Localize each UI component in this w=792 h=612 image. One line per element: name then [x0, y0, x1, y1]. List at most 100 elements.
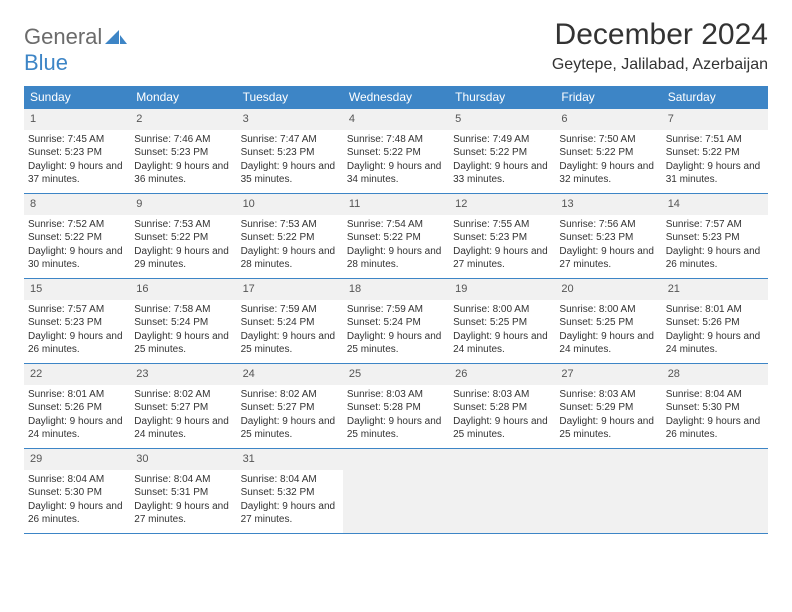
sunset-line: Sunset: 5:32 PM	[241, 486, 339, 500]
sunset-line: Sunset: 5:22 PM	[347, 231, 445, 245]
day-cell-blank	[662, 449, 768, 533]
daylight-line: Daylight: 9 hours and 27 minutes.	[453, 245, 551, 272]
weekday-header: Sunday	[24, 86, 130, 108]
day-body: Sunrise: 8:03 AMSunset: 5:28 PMDaylight:…	[347, 388, 445, 442]
day-cell-blank	[343, 449, 449, 533]
sail-icon	[105, 31, 127, 48]
sunrise-line: Sunrise: 7:47 AM	[241, 133, 339, 147]
daylight-line: Daylight: 9 hours and 28 minutes.	[347, 245, 445, 272]
sunset-line: Sunset: 5:22 PM	[453, 146, 551, 160]
day-cell: 19Sunrise: 8:00 AMSunset: 5:25 PMDayligh…	[449, 279, 555, 363]
day-body: Sunrise: 7:47 AMSunset: 5:23 PMDaylight:…	[241, 133, 339, 187]
sunrise-line: Sunrise: 8:02 AM	[241, 388, 339, 402]
sunrise-line: Sunrise: 8:04 AM	[134, 473, 232, 487]
day-body: Sunrise: 7:52 AMSunset: 5:22 PMDaylight:…	[28, 218, 126, 272]
day-cell: 23Sunrise: 8:02 AMSunset: 5:27 PMDayligh…	[130, 364, 236, 448]
day-number: 19	[449, 279, 555, 300]
day-cell: 2Sunrise: 7:46 AMSunset: 5:23 PMDaylight…	[130, 109, 236, 193]
daylight-line: Daylight: 9 hours and 25 minutes.	[347, 330, 445, 357]
day-cell: 26 Sunrise: 8:03 AMSunset: 5:28 PMDayligh…	[449, 364, 555, 448]
title-block: December 2024 Geytepe, Jalilabad, Azerba…	[552, 18, 768, 74]
daylight-line: Daylight: 9 hours and 28 minutes.	[241, 245, 339, 272]
sunrise-line: Sunrise: 8:04 AM	[666, 388, 764, 402]
day-cell: 29Sunrise: 8:04 AMSunset: 5:30 PMDayligh…	[24, 449, 130, 533]
day-cell: 22Sunrise: 8:01 AMSunset: 5:26 PMDayligh…	[24, 364, 130, 448]
day-body: Sunrise: 8:01 AMSunset: 5:26 PMDaylight:…	[28, 388, 126, 442]
day-number: 16	[130, 279, 236, 300]
sunset-line: Sunset: 5:24 PM	[134, 316, 232, 330]
daylight-line: Daylight: 9 hours and 25 minutes.	[134, 330, 232, 357]
sunrise-line: Sunrise: 7:57 AM	[666, 218, 764, 232]
day-number: 27	[555, 364, 661, 385]
day-body: Sunrise: 7:45 AMSunset: 5:23 PMDaylight:…	[28, 133, 126, 187]
week-row: 29Sunrise: 8:04 AMSunset: 5:30 PMDayligh…	[24, 448, 768, 534]
sunset-line: Sunset: 5:22 PM	[241, 231, 339, 245]
sunrise-line: Sunrise: 8:01 AM	[666, 303, 764, 317]
day-number: 3	[237, 109, 343, 130]
daylight-line: Daylight: 9 hours and 24 minutes.	[28, 415, 126, 442]
daylight-line: Daylight: 9 hours and 26 minutes.	[28, 330, 126, 357]
sunrise-line: Sunrise: 7:52 AM	[28, 218, 126, 232]
day-cell: 6Sunrise: 7:50 AMSunset: 5:22 PMDaylight…	[555, 109, 661, 193]
day-cell: 10Sunrise: 7:53 AMSunset: 5:22 PMDayligh…	[237, 194, 343, 278]
day-number: 15	[24, 279, 130, 300]
sunset-line: Sunset: 5:22 PM	[28, 231, 126, 245]
sunset-line: Sunset: 5:23 PM	[28, 316, 126, 330]
day-cell: 28Sunrise: 8:04 AMSunset: 5:30 PMDayligh…	[662, 364, 768, 448]
sunrise-line: Sunrise: 7:56 AM	[559, 218, 657, 232]
sunset-line: Sunset: 5:22 PM	[347, 146, 445, 160]
logo-word-blue: Blue	[24, 50, 68, 75]
calendar-grid: SundayMondayTuesdayWednesdayThursdayFrid…	[24, 86, 768, 534]
sunrise-line: Sunrise: 7:50 AM	[559, 133, 657, 147]
week-row: 22Sunrise: 8:01 AMSunset: 5:26 PMDayligh…	[24, 363, 768, 448]
daylight-line: Daylight: 9 hours and 25 minutes.	[241, 415, 339, 442]
daylight-line: Daylight: 9 hours and 24 minutes.	[453, 330, 551, 357]
sunrise-line: Sunrise: 7:59 AM	[347, 303, 445, 317]
day-body: Sunrise: 7:57 AMSunset: 5:23 PMDaylight:…	[28, 303, 126, 357]
day-cell: 30Sunrise: 8:04 AMSunset: 5:31 PMDayligh…	[130, 449, 236, 533]
logo: General Blue	[24, 24, 127, 76]
day-cell: 13Sunrise: 7:56 AMSunset: 5:23 PMDayligh…	[555, 194, 661, 278]
sunset-line: Sunset: 5:30 PM	[666, 401, 764, 415]
sunset-line: Sunset: 5:27 PM	[134, 401, 232, 415]
day-cell: 20Sunrise: 8:00 AMSunset: 5:25 PMDayligh…	[555, 279, 661, 363]
day-number: 26	[449, 364, 555, 385]
sunrise-line: Sunrise: 8:02 AM	[134, 388, 232, 402]
daylight-line: Daylight: 9 hours and 27 minutes.	[134, 500, 232, 527]
daylight-line: Daylight: 9 hours and 35 minutes.	[241, 160, 339, 187]
daylight-line: Daylight: 9 hours and 30 minutes.	[28, 245, 126, 272]
day-body: Sunrise: 7:49 AMSunset: 5:22 PMDaylight:…	[453, 133, 551, 187]
sunset-line: Sunset: 5:23 PM	[559, 231, 657, 245]
day-cell: 4Sunrise: 7:48 AMSunset: 5:22 PMDaylight…	[343, 109, 449, 193]
day-body: Sunrise: 8:03 AMSunset: 5:29 PMDaylight:…	[559, 388, 657, 442]
day-number: 11	[343, 194, 449, 215]
day-body: Sunrise: 8:00 AMSunset: 5:25 PMDaylight:…	[559, 303, 657, 357]
daylight-line: Daylight: 9 hours and 27 minutes.	[559, 245, 657, 272]
sunrise-line: Sunrise: 7:49 AM	[453, 133, 551, 147]
daylight-line: Daylight: 9 hours and 24 minutes.	[559, 330, 657, 357]
header: General Blue December 2024 Geytepe, Jali…	[24, 18, 768, 76]
daylight-line: Daylight: 9 hours and 31 minutes.	[666, 160, 764, 187]
sunrise-line: Sunrise: 7:58 AM	[134, 303, 232, 317]
day-body: Sunrise: 8:03 AMSunset: 5:28 PMDaylight:…	[453, 388, 551, 442]
day-cell: 8Sunrise: 7:52 AMSunset: 5:22 PMDaylight…	[24, 194, 130, 278]
sunset-line: Sunset: 5:26 PM	[28, 401, 126, 415]
logo-text-block: General Blue	[24, 24, 127, 76]
sunset-line: Sunset: 5:25 PM	[559, 316, 657, 330]
sunrise-line: Sunrise: 7:48 AM	[347, 133, 445, 147]
day-body: Sunrise: 7:59 AMSunset: 5:24 PMDaylight:…	[241, 303, 339, 357]
sunrise-line: Sunrise: 7:53 AM	[241, 218, 339, 232]
day-cell: 3 Sunrise: 7:47 AMSunset: 5:23 PMDaylight…	[237, 109, 343, 193]
day-body: Sunrise: 7:59 AMSunset: 5:24 PMDaylight:…	[347, 303, 445, 357]
day-body: Sunrise: 7:57 AMSunset: 5:23 PMDaylight:…	[666, 218, 764, 272]
sunrise-line: Sunrise: 7:51 AM	[666, 133, 764, 147]
sunset-line: Sunset: 5:23 PM	[134, 146, 232, 160]
location: Geytepe, Jalilabad, Azerbaijan	[552, 56, 768, 74]
day-number: 31	[237, 449, 343, 470]
day-number: 4	[343, 109, 449, 130]
sunset-line: Sunset: 5:22 PM	[134, 231, 232, 245]
day-cell-blank	[555, 449, 661, 533]
day-number: 29	[24, 449, 130, 470]
day-cell: 15 Sunrise: 7:57 AMSunset: 5:23 PMDayligh…	[24, 279, 130, 363]
day-cell-blank	[449, 449, 555, 533]
